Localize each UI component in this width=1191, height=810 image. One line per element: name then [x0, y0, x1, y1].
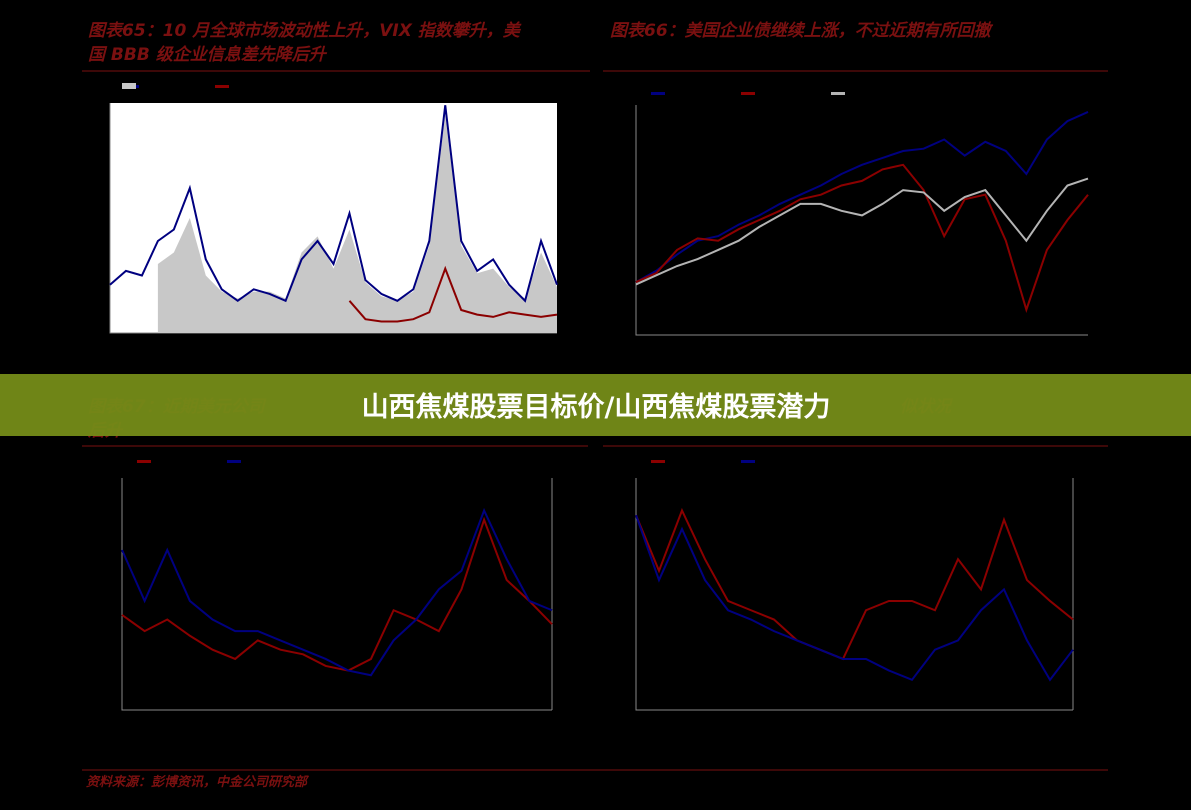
line — [121, 516, 553, 672]
line — [635, 163, 1089, 313]
area — [157, 114, 557, 333]
chart-title: 国 BBB 级企业信息差先降后升 — [88, 45, 328, 65]
legend-swatch — [137, 460, 151, 463]
line — [635, 507, 1074, 661]
legend-swatch — [651, 92, 665, 95]
legend-swatch — [651, 460, 665, 463]
legend-swatch — [122, 83, 136, 89]
source: 资料来源：彭博资讯，中金公司研究部 — [86, 774, 310, 790]
chart-title: 图表65：10 月全球市场波动性上升，VIX 指数攀升，美 — [88, 21, 522, 41]
axis — [635, 105, 1088, 336]
legend-swatch — [227, 460, 241, 463]
line — [348, 265, 558, 323]
line — [635, 110, 1089, 283]
line — [635, 177, 1089, 286]
banner — [0, 374, 1191, 436]
legend-swatch — [741, 460, 755, 463]
legend-swatch — [215, 85, 229, 88]
axis — [635, 478, 1073, 711]
line — [109, 105, 558, 303]
legend-swatch — [741, 92, 755, 95]
legend-swatch — [831, 92, 845, 95]
axis — [121, 478, 552, 711]
line — [121, 507, 553, 677]
chart-title: 图表66：美国企业债继续上涨，不过近期有所回撤 — [610, 21, 994, 41]
banner-text: 山西焦煤股票目标价/山西焦煤股票潜力 — [362, 391, 831, 423]
line — [635, 514, 1074, 682]
